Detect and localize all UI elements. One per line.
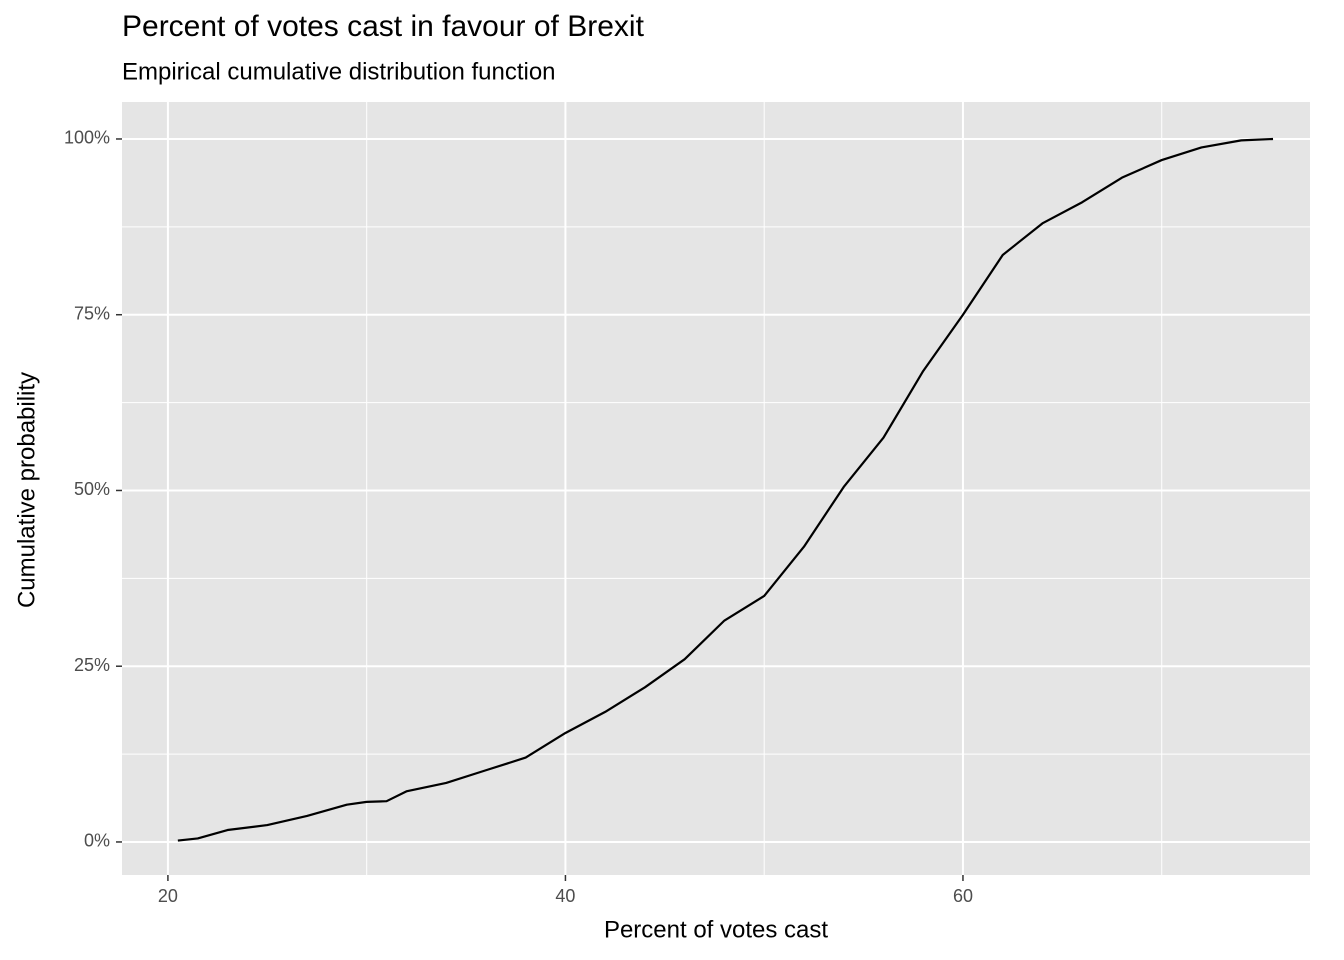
chart-title: Percent of votes cast in favour of Brexi… (122, 10, 645, 43)
plot-background (122, 102, 1310, 875)
x-tick-label: 20 (158, 886, 178, 906)
y-tick-label: 75% (74, 303, 110, 323)
y-tick-label: 50% (74, 479, 110, 499)
y-tick-label: 25% (74, 655, 110, 675)
chart-subtitle: Empirical cumulative distribution functi… (122, 58, 556, 85)
y-tick-label: 100% (64, 128, 110, 148)
y-axis-title: Cumulative probability (13, 372, 40, 608)
y-tick-label: 0% (84, 831, 110, 851)
ecdf-line (177, 137, 1274, 842)
x-axis-title: Percent of votes cast (604, 916, 828, 943)
x-tick-label: 40 (555, 886, 575, 906)
x-tick-label: 60 (953, 886, 973, 906)
